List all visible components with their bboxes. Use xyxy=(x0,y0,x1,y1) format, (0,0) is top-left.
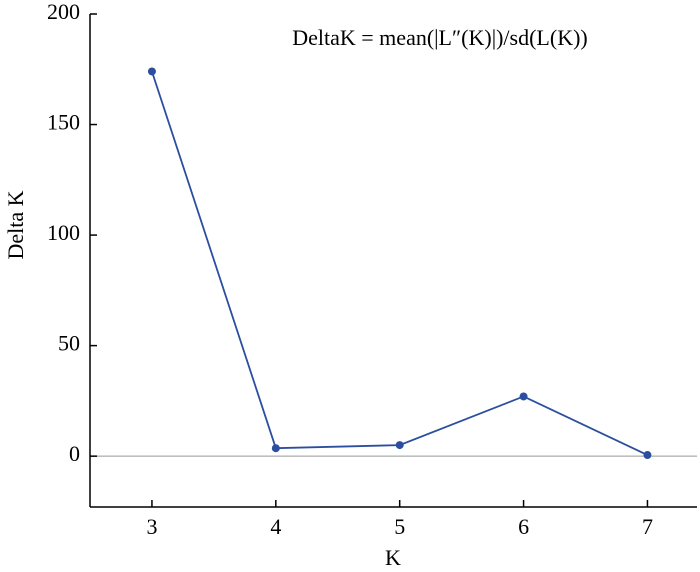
data-point xyxy=(271,444,280,453)
y-tick-label: 100 xyxy=(47,220,80,245)
y-tick-label: 200 xyxy=(47,0,80,24)
data-point xyxy=(147,67,156,76)
y-tick-label: 50 xyxy=(58,331,80,356)
annotation: DeltaK = mean(|L″(K)|)/sd(L(K)) xyxy=(292,25,588,50)
x-tick-label: 6 xyxy=(518,514,529,539)
data-point xyxy=(395,441,404,450)
x-tick-label: 4 xyxy=(270,514,281,539)
data-line xyxy=(151,71,648,456)
x-tick-label: 7 xyxy=(642,514,653,539)
y-tick-label: 0 xyxy=(69,441,80,466)
y-tick-label: 150 xyxy=(47,110,80,135)
data-point xyxy=(519,392,528,401)
x-tick-label: 3 xyxy=(146,514,157,539)
y-axis-label: Delta K xyxy=(3,190,28,259)
data-point xyxy=(643,451,652,460)
x-axis-label: K xyxy=(385,545,401,570)
x-tick-label: 5 xyxy=(394,514,405,539)
